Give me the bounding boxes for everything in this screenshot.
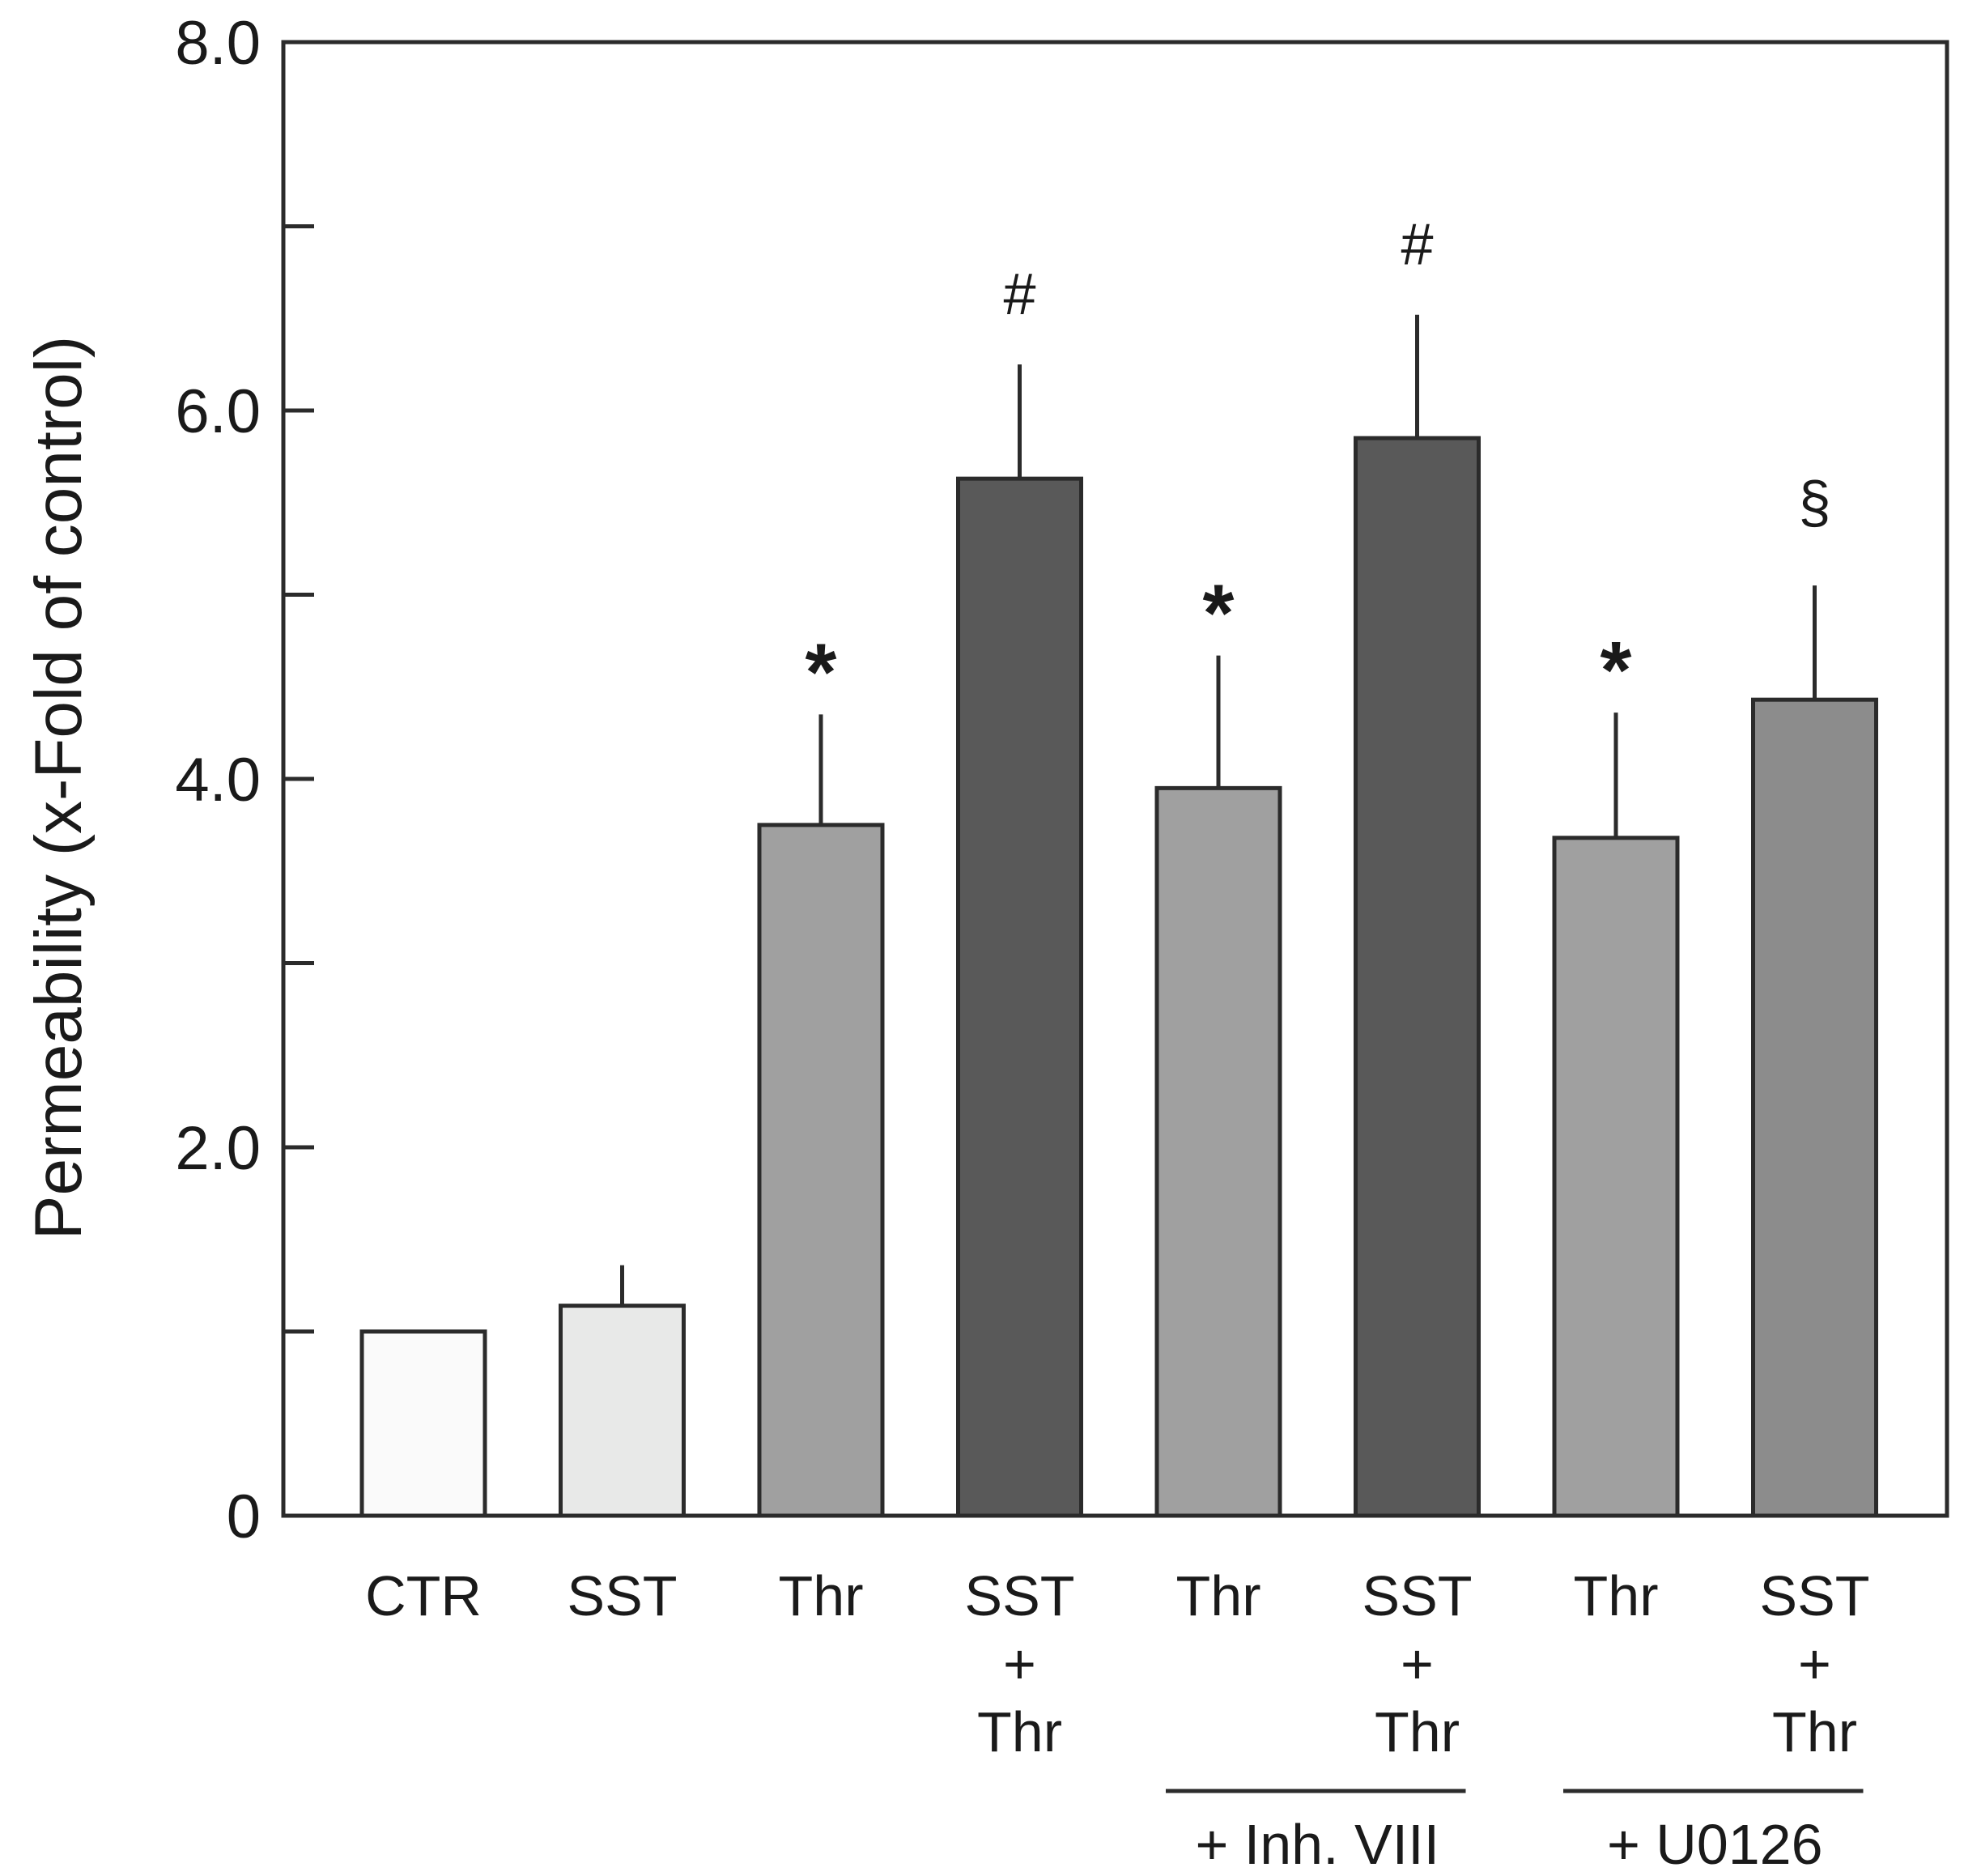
significance-asterisk: * bbox=[1203, 568, 1235, 659]
category-label: SST bbox=[1362, 1564, 1472, 1627]
category-label: Thr bbox=[977, 1700, 1062, 1763]
category-label: + bbox=[1003, 1632, 1036, 1695]
axis-layer bbox=[281, 40, 1949, 1793]
significance-hash: # bbox=[1003, 262, 1035, 327]
significance-hash: # bbox=[1401, 213, 1433, 278]
category-label: + bbox=[1401, 1632, 1434, 1695]
significance-asterisk: * bbox=[1601, 625, 1632, 716]
category-label: SST bbox=[1759, 1564, 1869, 1627]
y-tick-label: 8.0 bbox=[175, 9, 261, 78]
category-label: Thr bbox=[779, 1564, 864, 1627]
bar bbox=[1552, 836, 1680, 1518]
category-label: SST bbox=[567, 1564, 677, 1627]
y-tick-label: 0 bbox=[227, 1483, 261, 1551]
y-tick-label: 4.0 bbox=[175, 746, 261, 815]
category-label: CTR bbox=[365, 1564, 482, 1627]
bar bbox=[559, 1304, 686, 1518]
labels-layer: CTR SST*Thr#SST+Thr*Thr#SST+Thr*Thr§SST+T… bbox=[175, 9, 1869, 1876]
significance-section: § bbox=[1798, 470, 1830, 535]
y-tick-label: 2.0 bbox=[175, 1114, 261, 1183]
group-label: + U0126 bbox=[1607, 1813, 1823, 1876]
group-label: + Inh. VIII bbox=[1195, 1813, 1439, 1876]
category-label: + bbox=[1798, 1632, 1831, 1695]
category-label: Thr bbox=[1574, 1564, 1659, 1627]
y-axis-label: Permeability (x-Fold of control) bbox=[22, 336, 96, 1240]
category-label: Thr bbox=[1772, 1700, 1857, 1763]
y-tick-label: 6.0 bbox=[175, 377, 261, 446]
category-label: Thr bbox=[1176, 1564, 1261, 1627]
bar bbox=[359, 1329, 487, 1518]
plot-frame bbox=[281, 40, 1949, 1518]
category-label: Thr bbox=[1375, 1700, 1460, 1763]
bar bbox=[956, 476, 1083, 1518]
bar bbox=[1354, 436, 1481, 1518]
bars-layer bbox=[359, 314, 1878, 1518]
category-label: SST bbox=[964, 1564, 1074, 1627]
bar bbox=[1154, 785, 1282, 1518]
significance-asterisk: * bbox=[806, 627, 837, 717]
bar bbox=[1751, 697, 1878, 1518]
bar bbox=[757, 823, 885, 1518]
